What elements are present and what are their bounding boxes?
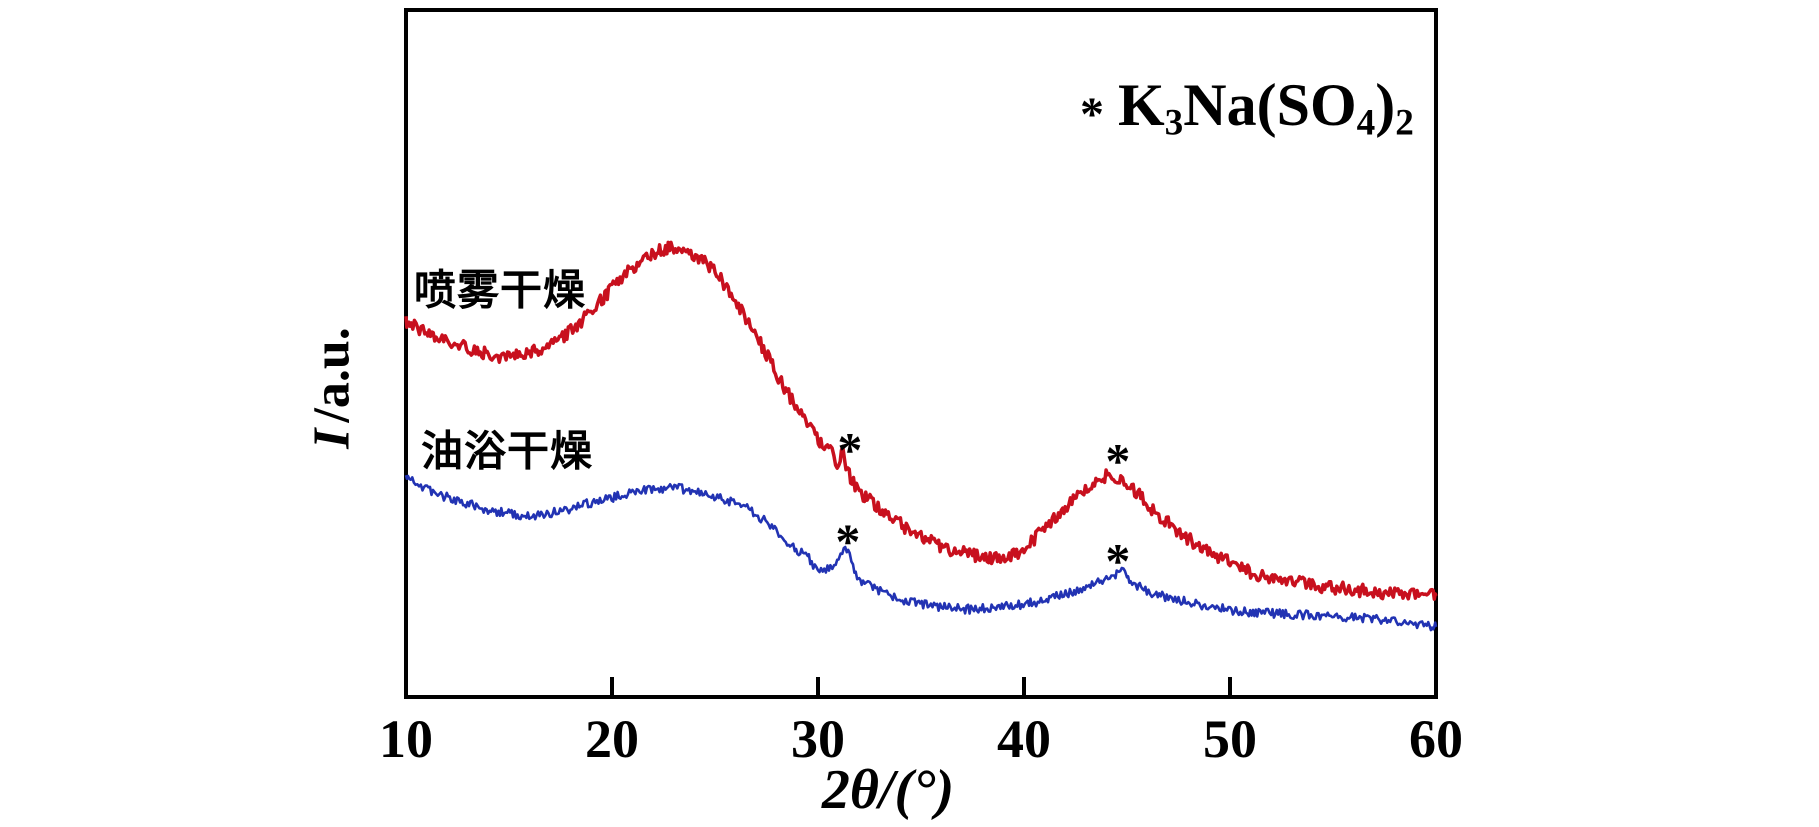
asterisk-marker: * [1080, 88, 1104, 141]
y-axis-label-symbol: I [303, 428, 361, 449]
phase-formula: K3Na(SO4)2 [1118, 72, 1414, 141]
y-axis-label: I/a.u. [303, 327, 362, 449]
x-axis-label: 2θ/(°) [821, 759, 955, 821]
curve-oil-bath-drying [404, 474, 1438, 632]
y-axis-label-units: /a.u. [303, 327, 361, 423]
series-label-oil-bath-drying: 油浴干燥 [420, 429, 594, 476]
peak-asterisk: * [1105, 433, 1130, 489]
xrd-curves [404, 240, 1438, 632]
peak-asterisk: * [837, 422, 862, 478]
peak-asterisk: * [1105, 532, 1130, 588]
series-label-spray-drying: 喷雾干燥 [413, 268, 587, 315]
x-tick-label: 10 [379, 709, 433, 769]
peak-asterisk-markers: * * * * [835, 422, 1130, 589]
x-tick-label: 40 [997, 709, 1051, 769]
formula-subscript: 3 [1164, 102, 1184, 144]
x-tick-label: 20 [585, 709, 639, 769]
x-axis-ticks: 10 20 30 40 50 60 [379, 677, 1463, 769]
x-tick-label: 50 [1203, 709, 1257, 769]
legend: * K3Na(SO4)2 [1080, 64, 1414, 146]
formula-text: K [1118, 72, 1165, 138]
formula-text: Na(SO [1183, 72, 1357, 138]
curve-spray-drying [404, 240, 1438, 601]
x-tick-label: 30 [791, 709, 845, 769]
peak-asterisk: * [835, 513, 860, 569]
x-tick-label: 60 [1409, 709, 1463, 769]
plot-border [404, 8, 1438, 699]
formula-subscript: 2 [1395, 102, 1414, 144]
formula-text: ) [1375, 72, 1396, 138]
formula-subscript: 4 [1356, 102, 1376, 144]
plot-frame [404, 8, 1438, 699]
